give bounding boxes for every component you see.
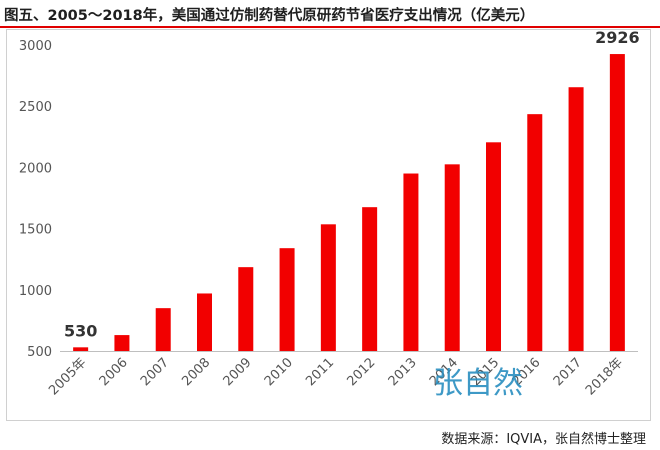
y-axis-ticks: 500 1000 1500 2000 2500 3000 xyxy=(19,39,52,360)
bar xyxy=(279,248,295,351)
title-underline xyxy=(0,26,660,28)
bar xyxy=(568,87,584,351)
bar xyxy=(155,308,171,351)
y-tick-label: 3000 xyxy=(19,39,52,54)
chart-title: 图五、2005～2018年，美国通过仿制药替代原研药节省医疗支出情况（亿美元） xyxy=(4,8,535,24)
x-tick-label: 2007 xyxy=(138,355,172,389)
y-tick-label: 1000 xyxy=(19,284,52,299)
data-label: 530 xyxy=(64,321,97,340)
x-tick-label: 2005年 xyxy=(46,355,89,398)
bar xyxy=(320,224,336,351)
bar xyxy=(238,267,254,351)
y-tick-label: 500 xyxy=(27,345,52,360)
bar xyxy=(73,347,89,351)
data-labels: 530 2926 xyxy=(64,28,640,340)
y-tick-label: 2500 xyxy=(19,100,52,115)
bar xyxy=(486,142,501,351)
x-tick-label: 2008 xyxy=(179,355,213,389)
bar xyxy=(403,173,419,351)
bars xyxy=(73,54,625,352)
x-tick-label: 2018年 xyxy=(583,355,626,398)
x-tick-label: 2009 xyxy=(221,355,255,389)
x-axis-ticks: 2005年 2006 2007 2008 2009 2010 2011 2012 2013 201… xyxy=(46,355,626,398)
bar xyxy=(609,54,625,352)
source-note: 数据来源：IQVIA，张自然博士整理 xyxy=(441,432,646,447)
x-tick-label: 2006 xyxy=(97,355,131,389)
bar xyxy=(362,207,378,351)
bar xyxy=(444,164,460,351)
chart-frame xyxy=(6,29,651,421)
x-tick-label: 2011 xyxy=(303,355,337,389)
x-tick-label: 2017 xyxy=(551,355,585,389)
x-tick-label: 2013 xyxy=(386,355,420,389)
watermark: 张自然 xyxy=(433,366,523,401)
y-tick-label: 2000 xyxy=(19,161,52,176)
bar xyxy=(197,293,212,351)
y-tick-label: 1500 xyxy=(19,223,52,238)
data-label: 2926 xyxy=(595,28,640,47)
x-tick-label: 2010 xyxy=(262,355,296,389)
bar xyxy=(114,335,130,351)
x-tick-label: 2012 xyxy=(344,355,378,389)
bar xyxy=(527,114,543,351)
